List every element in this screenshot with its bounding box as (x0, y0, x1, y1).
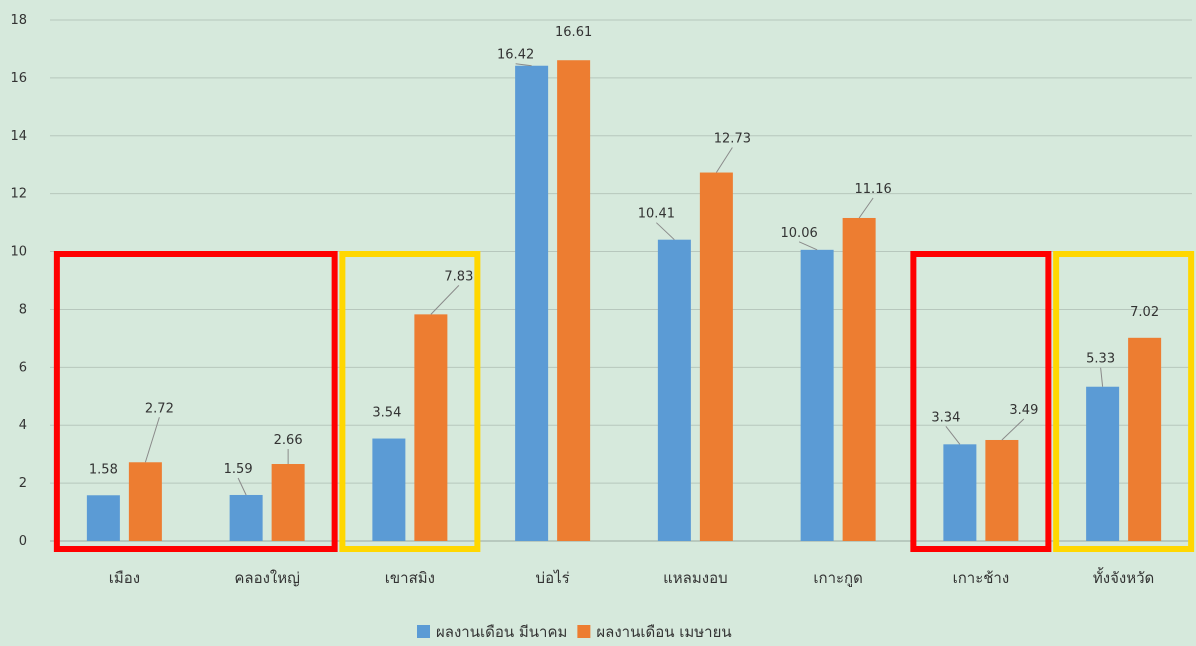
legend-swatch (577, 625, 591, 638)
label-leader-line (715, 147, 733, 173)
x-category-label: ทั้งจังหวัด (1093, 567, 1154, 587)
data-label: 3.54 (372, 406, 401, 421)
data-label: 2.66 (274, 433, 303, 448)
data-label: 16.42 (497, 48, 534, 63)
label-leader-line (1001, 418, 1025, 441)
label-leader-line (945, 426, 961, 445)
x-category-label: เกาะช้าง (953, 569, 1010, 587)
data-label: 3.49 (1009, 403, 1038, 418)
highlight-box (1053, 251, 1195, 552)
y-tick-label: 0 (19, 534, 27, 549)
data-label: 16.61 (555, 25, 592, 40)
bar-april (985, 439, 1019, 541)
legend-label: ผลงานเดือน เมษายน (596, 623, 731, 641)
bar-march (1086, 386, 1120, 541)
data-label: 10.06 (781, 226, 818, 241)
bars (86, 60, 1162, 542)
y-tick-label: 12 (10, 187, 27, 202)
highlight-boxes (53, 251, 1195, 552)
x-category-label: เกาะกูด (813, 569, 863, 587)
bar-april (842, 217, 876, 542)
x-category-label: แหลมงอบ (663, 569, 728, 587)
label-leader-line (430, 285, 460, 315)
data-label: 7.83 (444, 269, 473, 284)
y-tick-label: 14 (10, 129, 27, 144)
data-labels: 1.58 2.72 1.59 2.66 3.54 7.83 16.42 16.61 10.41 1… (89, 25, 1159, 477)
label-leader-line (798, 241, 818, 251)
y-tick-label: 16 (10, 71, 27, 86)
y-axis: 0 2 4 6 8 10 12 14 16 18 (10, 13, 27, 549)
x-category-label: บ่อไร่ (536, 569, 570, 587)
y-tick-label: 2 (19, 476, 27, 491)
bar-april (128, 462, 162, 541)
data-label: 3.34 (931, 410, 960, 425)
gridlines (50, 19, 1192, 542)
y-tick-label: 6 (19, 360, 27, 375)
y-tick-label: 8 (19, 302, 27, 317)
bar-march (515, 65, 549, 541)
label-leader-line (656, 222, 675, 241)
data-label: 11.16 (855, 182, 892, 197)
data-label: 10.41 (638, 207, 675, 222)
y-tick-label: 4 (19, 418, 27, 433)
data-label: 5.33 (1086, 352, 1115, 367)
data-label: 12.73 (714, 132, 751, 147)
highlight-box (339, 251, 481, 552)
bar-march (943, 444, 977, 541)
y-tick-label: 10 (10, 245, 27, 260)
label-leader-line (515, 63, 532, 67)
data-label: 1.58 (89, 462, 118, 477)
highlight-box (910, 251, 1052, 552)
bar-march (657, 239, 691, 541)
label-leader-line (858, 197, 874, 219)
bar-april (271, 464, 305, 541)
data-label: 2.72 (145, 401, 174, 416)
bar-march (86, 495, 120, 541)
bar-march (229, 494, 263, 541)
bar-april (699, 172, 733, 541)
label-leader-line (1100, 367, 1104, 387)
x-category-label: เขาสมิง (385, 569, 435, 587)
highlight-box (53, 251, 338, 552)
legend: ผลงานเดือน มีนาคม ผลงานเดือน เมษายน (417, 623, 732, 641)
bar-april (1128, 337, 1162, 541)
bar-march (800, 249, 834, 541)
legend-swatch (417, 625, 430, 638)
x-axis: เมือง คลองใหญ่ เขาสมิง บ่อไร่ แหลมงอบ เกาะกูด… (109, 567, 1155, 587)
data-label: 7.02 (1130, 305, 1159, 320)
y-tick-label: 18 (10, 13, 27, 28)
label-leader-line (144, 417, 160, 463)
x-category-label: เมือง (109, 569, 140, 587)
legend-label: ผลงานเดือน มีนาคม (436, 623, 567, 641)
data-label: 1.59 (224, 462, 253, 477)
bar-march (372, 438, 406, 541)
label-leader-line (237, 477, 247, 496)
label-leader-lines (144, 63, 1104, 496)
bar-april (557, 60, 591, 541)
x-category-label: คลองใหญ่ (234, 569, 300, 587)
bar-april (414, 314, 448, 541)
